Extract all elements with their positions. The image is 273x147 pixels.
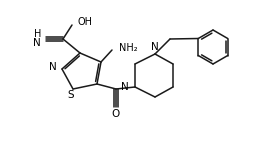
Text: OH: OH [78,17,93,27]
Text: S: S [68,90,74,100]
Text: N: N [121,82,129,92]
Text: O: O [112,109,120,119]
Text: N: N [49,62,57,72]
Text: N: N [151,42,159,52]
Text: NH₂: NH₂ [119,43,138,53]
Text: H: H [34,29,41,39]
Text: N: N [33,38,41,48]
